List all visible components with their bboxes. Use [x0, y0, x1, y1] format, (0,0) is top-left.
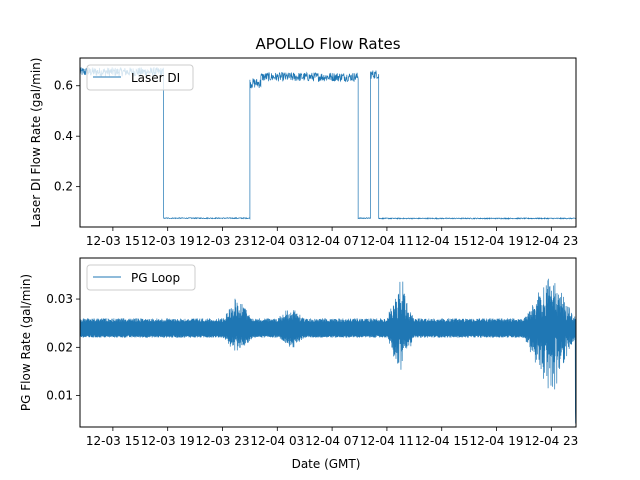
laser-di-tick-layer: 12-03 15 12-03 19 12-03 23 12-04 03 12-04 07…	[54, 79, 578, 248]
laser-di-y-tick-label: 0.6	[54, 79, 73, 93]
laser-di-legend-box	[86, 64, 194, 91]
pg-loop-y-tick-label: 0.01	[46, 389, 73, 403]
laser-di-x-tick-label: 12-04 11	[360, 234, 414, 248]
pg-loop-legend-box	[86, 264, 196, 291]
laser-di-x-tick-label: 12-04 07	[305, 234, 359, 248]
laser-di-legend[interactable]: Laser DI	[86, 64, 194, 91]
pg-loop-series-layer	[80, 278, 576, 425]
laser-di-x-tick-label: 12-04 19	[470, 234, 524, 248]
laser-di-x-tick-label: 12-03 23	[196, 234, 250, 248]
laser-di-x-tick-label: 12-03 15	[86, 234, 140, 248]
laser-di-y-axis-label: Laser DI Flow Rate (gal/min)	[29, 58, 43, 228]
laser-di-plot-frame	[79, 57, 577, 228]
pg-loop-y-axis-label: PG Flow Rate (gal/min)	[19, 274, 33, 411]
x-axis-label: Date (GMT)	[292, 457, 361, 471]
laser-di-y-tick-label: 0.4	[54, 129, 73, 143]
pg-loop-legend[interactable]: PG Loop	[86, 264, 196, 291]
pg-loop-panel: 12-03 15 12-03 19 12-03 23 12-04 03 12-04 07…	[19, 257, 578, 471]
pg-loop-x-tick-label: 12-04 11	[360, 434, 414, 448]
pg-loop-y-tick-label: 0.02	[46, 340, 73, 354]
pg-loop-x-tick-label: 12-04 03	[250, 434, 304, 448]
pg-loop-x-tick-label: 12-03 23	[196, 434, 250, 448]
laser-di-x-tick-label: 12-03 19	[141, 234, 195, 248]
laser-di-x-tick-label: 12-04 23	[524, 234, 578, 248]
laser-di-y-tick-label: 0.2	[54, 180, 73, 194]
pg-loop-x-tick-label: 12-04 19	[470, 434, 524, 448]
pg-loop-y-tick-label: 0.03	[46, 292, 73, 306]
laser-di-x-tick-label: 12-04 15	[415, 234, 469, 248]
pg-loop-x-tick-label: 12-04 07	[305, 434, 359, 448]
pg-loop-series-line	[80, 278, 576, 425]
pg-loop-legend-label: PG Loop	[131, 271, 180, 285]
laser-di-panel: 12-03 15 12-03 19 12-03 23 12-04 03 12-04 07…	[29, 57, 578, 248]
pg-loop-tick-layer: 12-03 15 12-03 19 12-03 23 12-04 03 12-04 07…	[46, 292, 578, 448]
pg-loop-plot-frame	[79, 257, 577, 428]
figure-title: APOLLO Flow Rates	[255, 35, 400, 53]
pg-loop-x-tick-label: 12-03 15	[86, 434, 140, 448]
laser-di-x-tick-label: 12-04 03	[250, 234, 304, 248]
pg-loop-x-tick-label: 12-03 19	[141, 434, 195, 448]
pg-loop-x-tick-label: 12-04 15	[415, 434, 469, 448]
laser-di-legend-label: Laser DI	[131, 71, 180, 85]
pg-loop-x-tick-label: 12-04 23	[524, 434, 578, 448]
